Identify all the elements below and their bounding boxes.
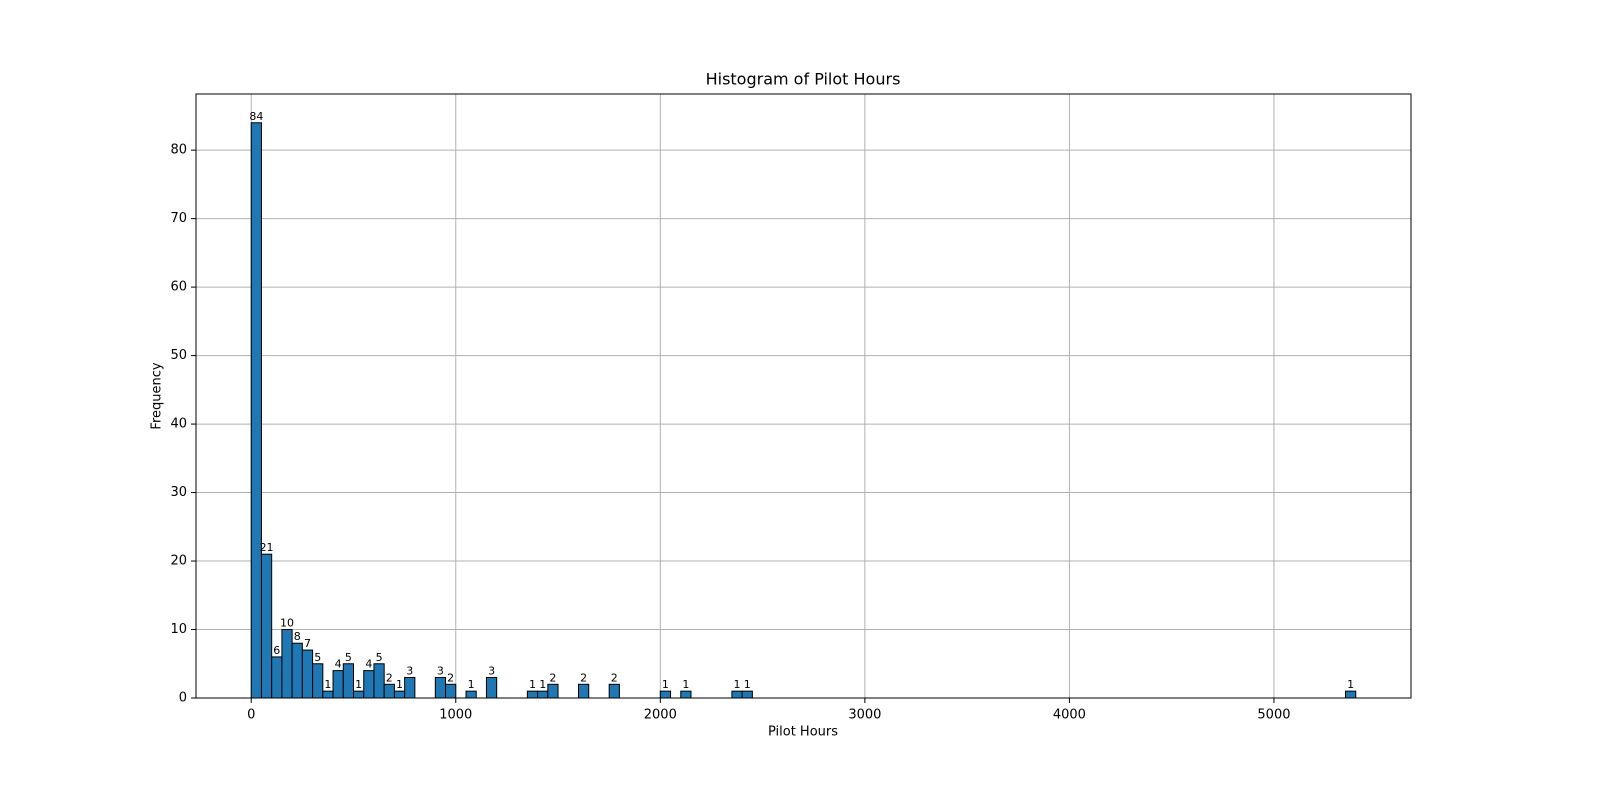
bar-value-label: 21 bbox=[260, 541, 274, 554]
chart-title: Histogram of Pilot Hours bbox=[706, 70, 901, 89]
bar-value-label: 4 bbox=[335, 658, 342, 671]
bar-value-label: 2 bbox=[447, 671, 454, 684]
bar-value-label: 1 bbox=[662, 678, 669, 691]
bar bbox=[342, 663, 355, 699]
bar bbox=[731, 690, 743, 699]
bar-value-label: 7 bbox=[304, 637, 311, 650]
bar-value-label: 1 bbox=[682, 678, 689, 691]
bar-value-label: 1 bbox=[539, 678, 546, 691]
y-tick-label: 70 bbox=[170, 211, 187, 226]
bar bbox=[608, 683, 620, 699]
bar bbox=[363, 670, 375, 699]
bar bbox=[373, 663, 385, 699]
bar-value-label: 10 bbox=[280, 617, 294, 630]
bar bbox=[322, 690, 334, 699]
bar-value-label: 5 bbox=[345, 651, 352, 664]
bar bbox=[404, 676, 416, 699]
x-axis-label: Pilot Hours bbox=[768, 725, 838, 740]
bar bbox=[271, 656, 283, 699]
bar bbox=[434, 676, 447, 699]
x-tick-label: 3000 bbox=[848, 708, 881, 723]
y-tick-label: 50 bbox=[170, 348, 187, 363]
bar-value-label: 3 bbox=[488, 664, 495, 677]
bar bbox=[312, 663, 324, 699]
x-tick-label: 2000 bbox=[644, 708, 677, 723]
bar bbox=[537, 690, 549, 699]
bar bbox=[445, 683, 457, 699]
bar bbox=[526, 690, 539, 699]
bar-value-label: 1 bbox=[355, 678, 362, 691]
y-axis-label: Frequency bbox=[150, 362, 165, 429]
bar bbox=[291, 642, 303, 699]
bar bbox=[741, 690, 753, 699]
bar-value-label: 2 bbox=[580, 671, 587, 684]
bar-value-label: 5 bbox=[314, 651, 321, 664]
bar bbox=[1345, 690, 1357, 699]
bar bbox=[260, 553, 273, 699]
bar-value-label: 1 bbox=[529, 678, 536, 691]
y-tick-label: 40 bbox=[170, 417, 187, 432]
bar bbox=[353, 690, 365, 699]
bar-value-label: 1 bbox=[744, 678, 751, 691]
bar bbox=[301, 649, 314, 699]
bar bbox=[281, 629, 293, 699]
bar bbox=[547, 683, 559, 699]
y-tick-label: 60 bbox=[170, 280, 187, 295]
bar bbox=[485, 676, 498, 699]
bar-value-label: 2 bbox=[386, 671, 393, 684]
bar-value-label: 1 bbox=[468, 678, 475, 691]
y-tick-label: 80 bbox=[170, 143, 187, 158]
x-tick-label: 1000 bbox=[439, 708, 472, 723]
x-tick-label: 5000 bbox=[1257, 708, 1290, 723]
bar-value-label: 1 bbox=[734, 678, 741, 691]
bar bbox=[393, 690, 406, 699]
bar-value-label: 1 bbox=[1347, 678, 1354, 691]
bar bbox=[465, 690, 477, 699]
bar bbox=[659, 690, 672, 699]
bar-value-label: 3 bbox=[437, 664, 444, 677]
bar bbox=[332, 670, 344, 699]
bar bbox=[383, 683, 395, 699]
bar-value-label: 1 bbox=[324, 678, 331, 691]
bar-value-label: 1 bbox=[396, 678, 403, 691]
y-tick-label: 30 bbox=[170, 485, 187, 500]
bar bbox=[680, 690, 692, 699]
x-tick-label: 4000 bbox=[1053, 708, 1086, 723]
bar-value-label: 8 bbox=[294, 630, 301, 643]
y-tick-label: 10 bbox=[170, 622, 187, 637]
bar bbox=[250, 122, 262, 699]
y-tick-label: 20 bbox=[170, 554, 187, 569]
bar-value-label: 6 bbox=[273, 644, 280, 657]
bar-value-label: 4 bbox=[365, 658, 372, 671]
bar-value-label: 3 bbox=[406, 664, 413, 677]
y-tick-label: 0 bbox=[179, 691, 187, 706]
x-tick-label: 0 bbox=[247, 708, 255, 723]
bar bbox=[578, 683, 590, 699]
plot-frame bbox=[195, 93, 1412, 699]
bar-value-label: 2 bbox=[549, 671, 556, 684]
bar-value-label: 5 bbox=[376, 651, 383, 664]
bar-value-label: 2 bbox=[611, 671, 618, 684]
bar-value-label: 84 bbox=[249, 110, 263, 123]
